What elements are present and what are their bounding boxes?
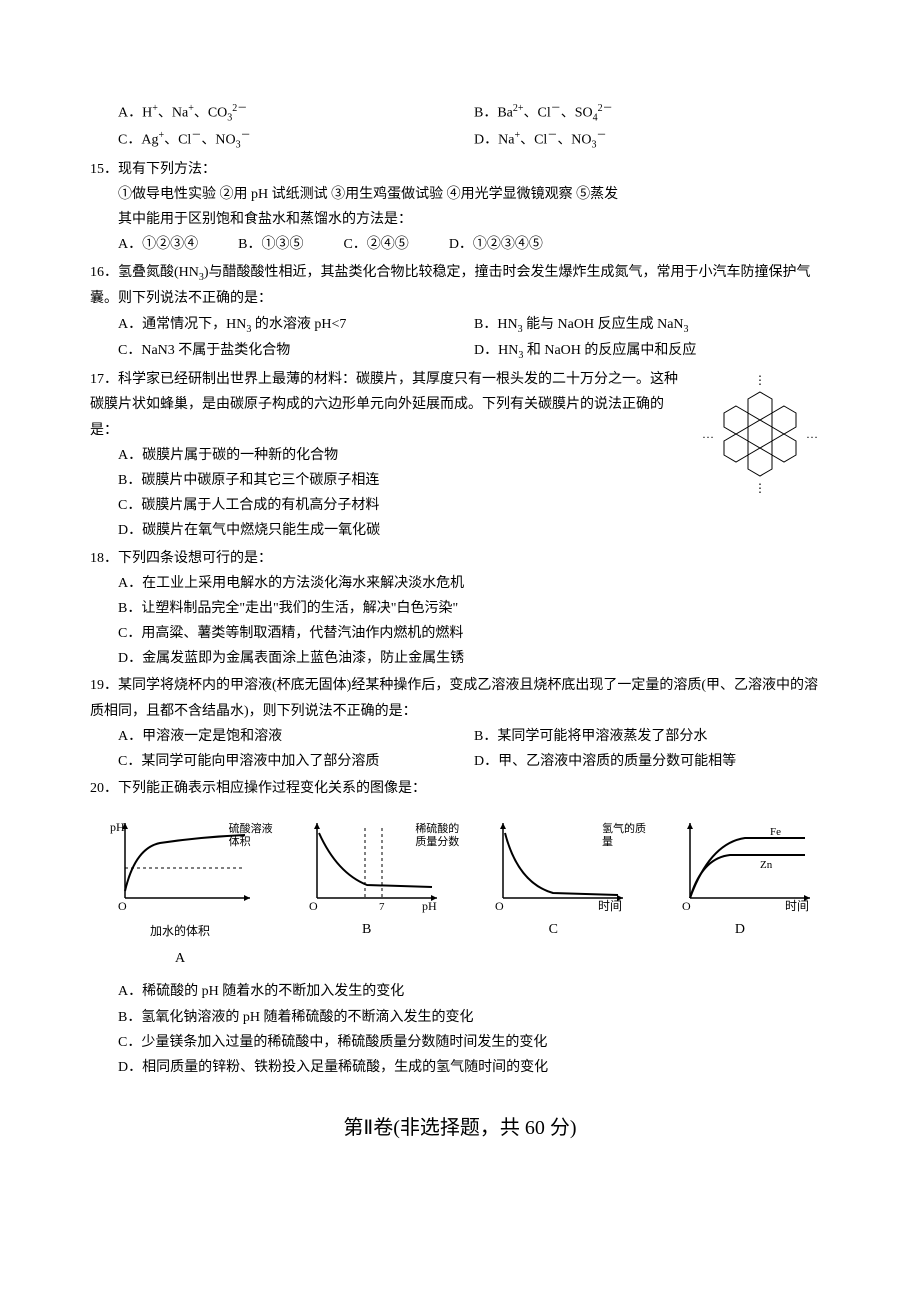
option-b: B．①③⑤ xyxy=(238,232,303,257)
honeycomb-figure: ⋮ … … ⋮ xyxy=(690,372,830,512)
q20-stem: 20．下列能正确表示相应操作过程变化关系的图像是： xyxy=(90,776,830,801)
option-d: D．甲、乙溶液中溶质的质量分数可能相等 xyxy=(474,749,830,774)
option-a: A．①②③④ xyxy=(118,232,198,257)
graph-c-label: C xyxy=(473,917,633,942)
question-14-options: A．H+、Na+、CO32－ B．Ba2+、Cl－、SO42－ C．Ag+、Cl… xyxy=(90,100,830,155)
option-row: A．甲溶液一定是饱和溶液 B．某同学可能将甲溶液蒸发了部分水 xyxy=(90,724,830,749)
q15-ask: 其中能用于区别饱和食盐水和蒸馏水的方法是： xyxy=(90,207,830,232)
question-19: 19．某同学将烧杯内的甲溶液(杯底无固体)经某种操作后，变成乙溶液且烧杯底出现了… xyxy=(90,673,830,774)
graph-d-fe: Fe xyxy=(770,826,781,838)
option-b: B．氢氧化钠溶液的 pH 随着稀硫酸的不断滴入发生的变化 xyxy=(90,1005,830,1030)
graph-d-xlabel: 时间 xyxy=(785,899,809,913)
option-row: C．Ag+、Cl－、NO3－ D．Na+、Cl－、NO3－ xyxy=(90,127,830,154)
question-18: 18．下列四条设想可行的是： A．在工业上采用电解水的方法淡化海水来解决淡水危机… xyxy=(90,546,830,672)
graph-a-label: A xyxy=(100,946,260,971)
option-d: D．金属发蓝即为金属表面涂上蓝色油漆，防止金属生锈 xyxy=(90,646,830,671)
option-b: B．HN3 能与 NaOH 反应生成 NaN3 xyxy=(474,312,830,339)
option-a: A．H+、Na+、CO32－ xyxy=(118,100,474,127)
option-a: A．通常情况下，HN3 的水溶液 pH<7 xyxy=(118,312,474,339)
option-b: B．Ba2+、Cl－、SO42－ xyxy=(474,100,830,127)
option-row: A．通常情况下，HN3 的水溶液 pH<7 B．HN3 能与 NaOH 反应生成… xyxy=(90,312,830,339)
graph-b-xlabel: pH xyxy=(422,899,437,913)
q18-stem: 18．下列四条设想可行的是： xyxy=(90,546,830,571)
dots-bottom: ⋮ xyxy=(754,481,766,495)
option-d: D．①②③④⑤ xyxy=(449,232,543,257)
option-d: D．Na+、Cl－、NO3－ xyxy=(474,127,830,154)
option-b: B．让塑料制品完全"走出"我们的生活，解决"白色污染" xyxy=(90,596,830,621)
question-16: 16．氢叠氮酸(HN3)与醋酸酸性相近，其盐类化合物比较稳定，撞击时会发生爆炸生… xyxy=(90,260,830,366)
option-row: C．NaN3 不属于盐类化合物 D．HN3 和 NaOH 的反应属中和反应 xyxy=(90,338,830,365)
option-a: A．甲溶液一定是饱和溶液 xyxy=(118,724,474,749)
graph-b-ylabel: 硫酸溶液体积 xyxy=(229,823,279,849)
option-d: D．相同质量的锌粉、铁粉投入足量稀硫酸，生成的氢气随时间的变化 xyxy=(90,1055,830,1080)
section-2-title: 第Ⅱ卷(非选择题，共 60 分) xyxy=(90,1110,830,1146)
svg-text:O: O xyxy=(682,899,691,913)
q15-stem: 15．现有下列方法： xyxy=(90,157,830,182)
graph-d-label: D xyxy=(660,917,820,942)
graph-b-label: B xyxy=(287,917,447,942)
option-a: A．在工业上采用电解水的方法淡化海水来解决淡水危机 xyxy=(90,571,830,596)
graph-c-xlabel: 时间 xyxy=(598,899,622,913)
option-c: C．Ag+、Cl－、NO3－ xyxy=(118,127,474,154)
question-15: 15．现有下列方法： ①做导电性实验 ②用 pH 试纸测试 ③用生鸡蛋做试验 ④… xyxy=(90,157,830,258)
dots-right: … xyxy=(806,427,818,441)
option-a: A．稀硫酸的 pH 随着水的不断加入发生的变化 xyxy=(90,979,830,1004)
q19-stem: 19．某同学将烧杯内的甲溶液(杯底无固体)经某种操作后，变成乙溶液且烧杯底出现了… xyxy=(90,673,830,723)
graph-b-xtick: 7 xyxy=(379,901,385,913)
option-row: A．①②③④ B．①③⑤ C．②④⑤ D．①②③④⑤ xyxy=(90,232,830,257)
dots-top: ⋮ xyxy=(754,373,766,387)
question-17: ⋮ … … ⋮ 17．科学家已经研制出世界上最薄的材料：碳膜片，其厚度只有一根头… xyxy=(90,367,830,543)
option-d: D．碳膜片在氧气中燃烧只能生成一氧化碳 xyxy=(90,518,830,543)
q16-stem: 16．氢叠氮酸(HN3)与醋酸酸性相近，其盐类化合物比较稳定，撞击时会发生爆炸生… xyxy=(90,260,830,312)
option-d: D．HN3 和 NaOH 的反应属中和反应 xyxy=(474,338,830,365)
option-c: C．NaN3 不属于盐类化合物 xyxy=(118,338,474,365)
svg-text:O: O xyxy=(495,899,504,913)
svg-text:O: O xyxy=(309,899,318,913)
svg-text:O: O xyxy=(118,899,127,913)
option-c: C．某同学可能向甲溶液中加入了部分溶质 xyxy=(118,749,474,774)
graphs-row: pH O 加水的体积 A 7 O pH 硫酸溶液体积 B xyxy=(90,805,830,979)
graph-d: Fe Zn O 时间 氢气的质量 D xyxy=(660,813,820,971)
option-c: C．用高粱、薯类等制取酒精，代替汽油作内燃机的燃料 xyxy=(90,621,830,646)
graph-a-xlabel: 加水的体积 xyxy=(100,921,260,943)
graph-d-ylabel: 氢气的质量 xyxy=(602,823,652,849)
option-row: C．某同学可能向甲溶液中加入了部分溶质 D．甲、乙溶液中溶质的质量分数可能相等 xyxy=(90,749,830,774)
graph-a-ylabel: pH xyxy=(110,820,125,834)
q15-methods: ①做导电性实验 ②用 pH 试纸测试 ③用生鸡蛋做试验 ④用光学显微镜观察 ⑤蒸… xyxy=(90,182,830,207)
question-20: 20．下列能正确表示相应操作过程变化关系的图像是： pH O 加水的体积 A xyxy=(90,776,830,1080)
option-c: C．少量镁条加入过量的稀硫酸中，稀硫酸质量分数随时间发生的变化 xyxy=(90,1030,830,1055)
graph-d-zn: Zn xyxy=(760,859,773,871)
option-b: B．某同学可能将甲溶液蒸发了部分水 xyxy=(474,724,830,749)
graph-c-ylabel: 稀硫酸的质量分数 xyxy=(415,823,465,849)
option-row: A．H+、Na+、CO32－ B．Ba2+、Cl－、SO42－ xyxy=(90,100,830,127)
option-c: C．②④⑤ xyxy=(343,232,408,257)
dots-left: … xyxy=(702,427,714,441)
